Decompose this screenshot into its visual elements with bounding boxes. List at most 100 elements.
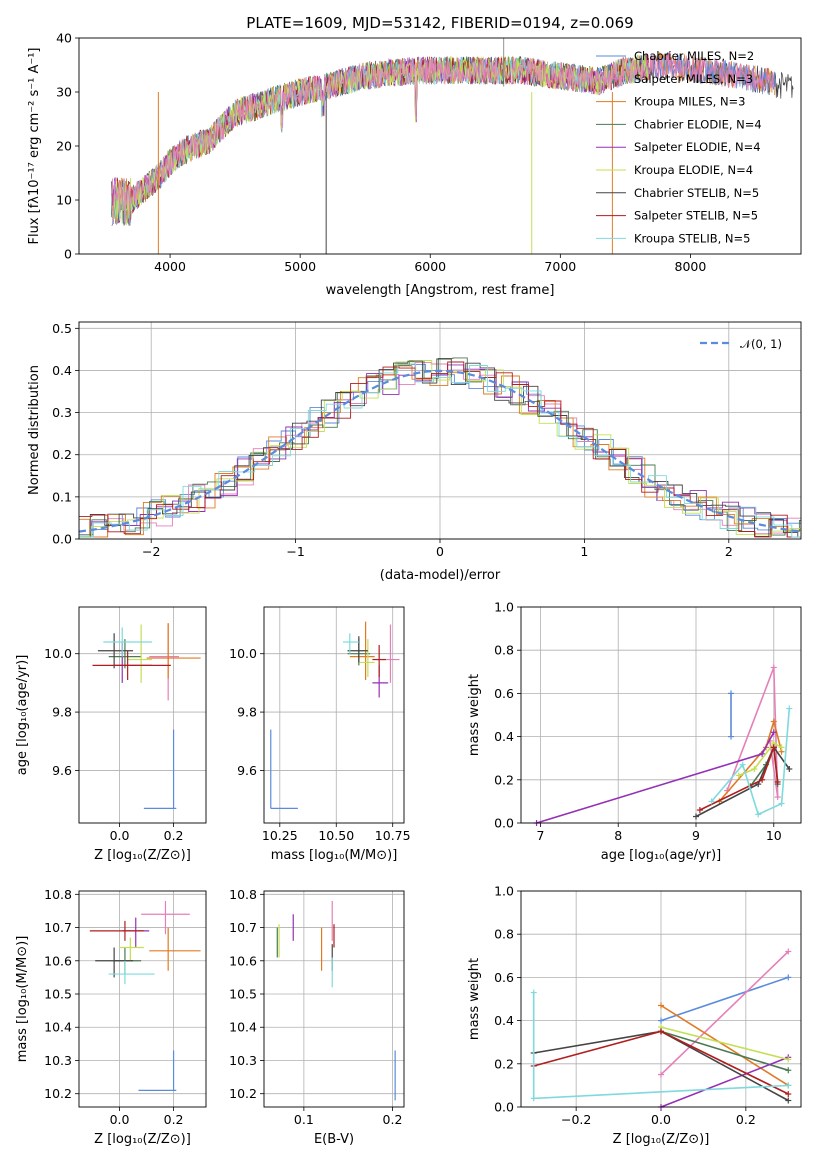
x-tick-label: 10 xyxy=(766,828,782,843)
x-tick-label: −1 xyxy=(286,544,304,559)
y-tick-label: 0.4 xyxy=(494,729,514,744)
y-tick-label: 0.6 xyxy=(494,686,514,701)
x-tick-label: 8000 xyxy=(675,259,707,274)
y-tick-label: 9.6 xyxy=(237,763,257,778)
x-axis-label: (data-model)/error xyxy=(380,568,501,583)
x-tick-label: 1 xyxy=(580,544,588,559)
axes-frame xyxy=(263,606,405,824)
x-axis-label: mass [log₁₀(M/M⊙)] xyxy=(271,848,398,863)
y-tick-label: 10.3 xyxy=(44,1053,72,1068)
x-axis-label: E(B-V) xyxy=(314,1132,354,1147)
y-axis-label: age [log₁₀(age/yr)] xyxy=(15,655,30,776)
y-tick-label: 9.8 xyxy=(52,705,72,720)
y-tick-label: 0.6 xyxy=(494,970,514,985)
axes-frame xyxy=(78,890,207,1108)
x-tick-label: 0.0 xyxy=(110,828,130,843)
weight-series-4 xyxy=(660,1056,789,1107)
x-tick-label: 0 xyxy=(436,544,444,559)
y-tick-label: 9.6 xyxy=(52,763,72,778)
y-tick-label: 1.0 xyxy=(494,884,514,899)
y-tick-label: 0.0 xyxy=(494,816,514,831)
x-tick-label: 0.2 xyxy=(164,828,184,843)
x-axis-label: age [log₁₀(age/yr)] xyxy=(601,848,722,863)
y-tick-label: 10.2 xyxy=(44,1086,72,1101)
y-tick-label: 30 xyxy=(56,85,72,100)
legend-label: Kroupa STELIB, N=5 xyxy=(634,231,751,245)
x-tick-label: 7 xyxy=(536,828,544,843)
x-tick-label: 0.0 xyxy=(110,1112,130,1127)
axes-frame xyxy=(520,890,802,1108)
y-tick-label: 0 xyxy=(64,247,72,262)
y-tick-label: 10.5 xyxy=(44,987,72,1002)
weight-series-7 xyxy=(699,747,779,811)
weight-vs-metallicity-axes: −0.2 0.0 0.2 0.0 0.2 0.4 0.6 0.8 1.0 Z [log₁₀(Z/Z… xyxy=(467,884,802,1147)
mass-vs-metallicity-axes: 0.0 0.2 10.2 10.3 10.4 10.5 10.6 10.7 10.8 Z [log… xyxy=(15,887,207,1147)
legend-label: Chabrier ELODIE, N=4 xyxy=(634,117,762,131)
legend-label: Salpeter STELIB, N=5 xyxy=(634,209,758,223)
legend-label: Chabrier MILES, N=2 xyxy=(634,49,754,63)
y-tick-label: 10.6 xyxy=(44,953,72,968)
spectrum-axes: 4000 5000 6000 7000 8000 0 10 20 30 40 wavelength … xyxy=(27,31,802,298)
x-tick-label: 0.1 xyxy=(294,1112,314,1127)
y-axis-label: mass weight xyxy=(467,674,482,756)
histogram-series-7 xyxy=(79,361,801,538)
spectrum-series-1 xyxy=(111,52,776,226)
x-tick-label: 10.50 xyxy=(318,828,354,843)
x-tick-label: −0.2 xyxy=(561,1112,591,1127)
y-tick-label: 9.8 xyxy=(237,705,257,720)
legend-label: Kroupa MILES, N=3 xyxy=(634,95,746,109)
x-tick-label: 0.2 xyxy=(164,1112,184,1127)
histogram-series-1 xyxy=(79,361,801,538)
y-tick-label: 10.4 xyxy=(229,1020,257,1035)
y-tick-label: 0.8 xyxy=(494,927,514,942)
histogram-series-5 xyxy=(79,360,801,537)
y-tick-label: 10.7 xyxy=(44,920,72,935)
x-tick-label: 0.2 xyxy=(736,1112,756,1127)
y-tick-label: 10.4 xyxy=(44,1020,72,1035)
x-tick-label: 7000 xyxy=(544,259,576,274)
x-tick-label: 6000 xyxy=(414,259,446,274)
y-tick-label: 10.8 xyxy=(44,887,72,902)
y-axis-label: Flux [fλ10⁻¹⁷ erg cm⁻² s⁻¹ A⁻¹] xyxy=(27,48,42,245)
age-vs-metallicity-axes: 0.0 0.2 9.6 9.8 10.0 Z [log₁₀(Z/Z⊙)] age [log₁… xyxy=(15,606,207,863)
mass-vs-ebv-axes: 0.1 0.2 10.2 10.3 10.4 10.5 10.6 10.7 10.8 E(B-V) xyxy=(229,887,405,1147)
y-tick-label: 10.8 xyxy=(229,887,257,902)
y-tick-label: 0.2 xyxy=(494,1056,514,1071)
weight-series-2 xyxy=(660,1004,789,1087)
y-tick-label: 40 xyxy=(56,31,72,46)
legend-label: Kroupa ELODIE, N=4 xyxy=(634,163,753,177)
y-tick-label: 10.6 xyxy=(229,953,257,968)
x-tick-label: 2 xyxy=(725,544,733,559)
axes-frame xyxy=(263,890,405,1108)
residual-axes: −2 −1 0 1 2 0.0 0.1 0.2 0.3 0.4 0.5 𝒩(0, 1) (data-mo… xyxy=(27,321,802,583)
y-tick-label: 0.3 xyxy=(52,405,72,420)
y-tick-label: 0.2 xyxy=(494,772,514,787)
x-tick-label: −2 xyxy=(142,544,160,559)
histogram-series-3 xyxy=(79,357,801,538)
y-tick-label: 10.0 xyxy=(229,646,257,661)
x-axis-label: Z [log₁₀(Z/Z⊙)] xyxy=(94,1132,191,1147)
axes-frame xyxy=(78,606,207,824)
y-tick-label: 0.8 xyxy=(494,643,514,658)
y-tick-label: 0.0 xyxy=(494,1100,514,1115)
weight-series-5 xyxy=(660,1026,789,1061)
y-tick-label: 10.5 xyxy=(229,987,257,1002)
legend-label: Salpeter ELODIE, N=4 xyxy=(634,140,761,154)
legend-label: 𝒩(0, 1) xyxy=(740,337,782,351)
y-tick-label: 0.4 xyxy=(52,363,72,378)
y-tick-label: 20 xyxy=(56,139,72,154)
y-axis-label: mass weight xyxy=(467,958,482,1040)
y-tick-label: 0.0 xyxy=(52,532,72,547)
x-tick-label: 10.75 xyxy=(375,828,411,843)
weight-series-1 xyxy=(660,950,789,1076)
histogram-series-8 xyxy=(79,363,801,538)
weight-series-5 xyxy=(738,742,782,777)
y-tick-label: 0.5 xyxy=(52,321,72,336)
y-tick-label: 10 xyxy=(56,193,72,208)
y-tick-label: 10.3 xyxy=(229,1053,257,1068)
y-tick-label: 1.0 xyxy=(494,600,514,615)
y-tick-label: 10.2 xyxy=(229,1086,257,1101)
weight-series-6 xyxy=(695,745,790,818)
y-axis-label: Normed distribution xyxy=(27,365,42,495)
